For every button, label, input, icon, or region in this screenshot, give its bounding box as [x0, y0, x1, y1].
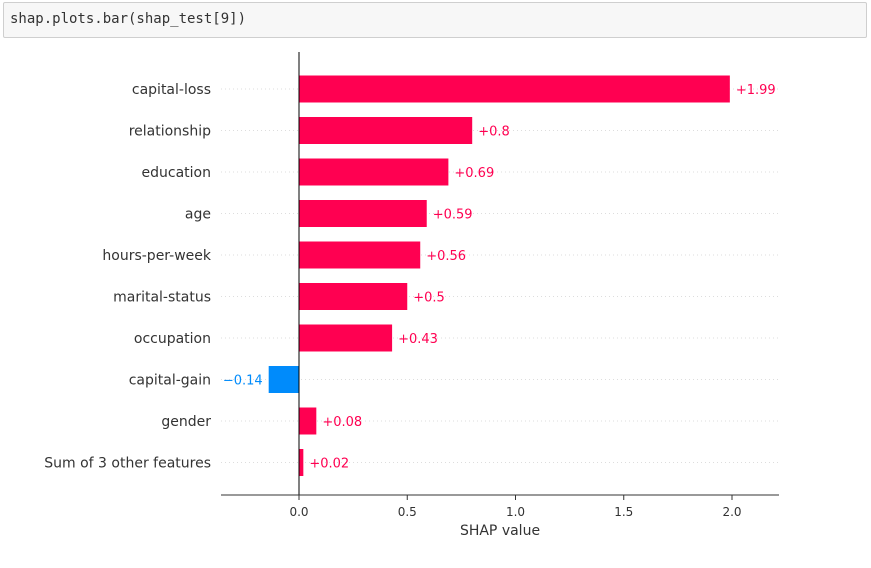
- shap-bar-chart: capital-loss relationship education age hour…: [44, 52, 779, 539]
- feature-labels: capital-loss relationship education age hour…: [44, 82, 212, 472]
- x-ticks: 0.0 0.5 1.0 1.5 2.0: [289, 495, 742, 519]
- bar-gender: [299, 407, 317, 435]
- feature-label: marital-status: [113, 290, 211, 306]
- feature-label: Sum of 3 other features: [44, 456, 211, 472]
- feature-label: capital-loss: [132, 82, 211, 98]
- code-text: shap.plots.bar(shap_test[9]): [10, 11, 247, 27]
- x-axis-title: SHAP value: [460, 523, 540, 539]
- value-label: +0.5: [413, 291, 445, 306]
- feature-label: age: [185, 207, 211, 223]
- bar-capital-gain: [268, 366, 299, 393]
- value-labels: +1.99 +0.8 +0.69 +0.59 +0.56 +0.5 +0.43 −0.14 +0…: [223, 83, 776, 472]
- bars: [268, 75, 730, 476]
- x-tick-label: 1.0: [506, 505, 525, 519]
- feature-label: gender: [161, 414, 211, 430]
- value-label: +0.8: [478, 125, 510, 140]
- bar-relationship: [299, 117, 473, 144]
- value-label: +1.99: [736, 83, 776, 98]
- bar-occupation: [299, 324, 393, 352]
- x-tick-label: 2.0: [722, 505, 741, 519]
- bar-age: [299, 200, 427, 227]
- bar-capital-loss: [299, 75, 730, 103]
- value-label: +0.08: [322, 415, 362, 430]
- bar-marital-status: [299, 283, 408, 310]
- feature-label: relationship: [129, 124, 211, 140]
- code-cell[interactable]: shap.plots.bar(shap_test[9]): [3, 2, 867, 38]
- feature-label: capital-gain: [129, 373, 211, 389]
- bar-hours-per-week: [299, 241, 421, 269]
- feature-label: education: [142, 165, 211, 181]
- x-tick-label: 0.5: [398, 505, 417, 519]
- value-label: −0.14: [223, 374, 263, 389]
- x-tick-label: 0.0: [289, 505, 308, 519]
- value-label: +0.59: [433, 208, 473, 223]
- value-label: +0.02: [309, 457, 349, 472]
- x-tick-label: 1.5: [614, 505, 633, 519]
- feature-label: hours-per-week: [102, 248, 212, 264]
- bar-education: [299, 158, 449, 186]
- row-guides: [221, 88, 779, 463]
- feature-label: occupation: [134, 331, 211, 347]
- value-label: +0.69: [454, 166, 494, 181]
- value-label: +0.56: [426, 249, 466, 264]
- value-label: +0.43: [398, 332, 438, 347]
- bar-sum-of-3-other-features: [299, 449, 304, 476]
